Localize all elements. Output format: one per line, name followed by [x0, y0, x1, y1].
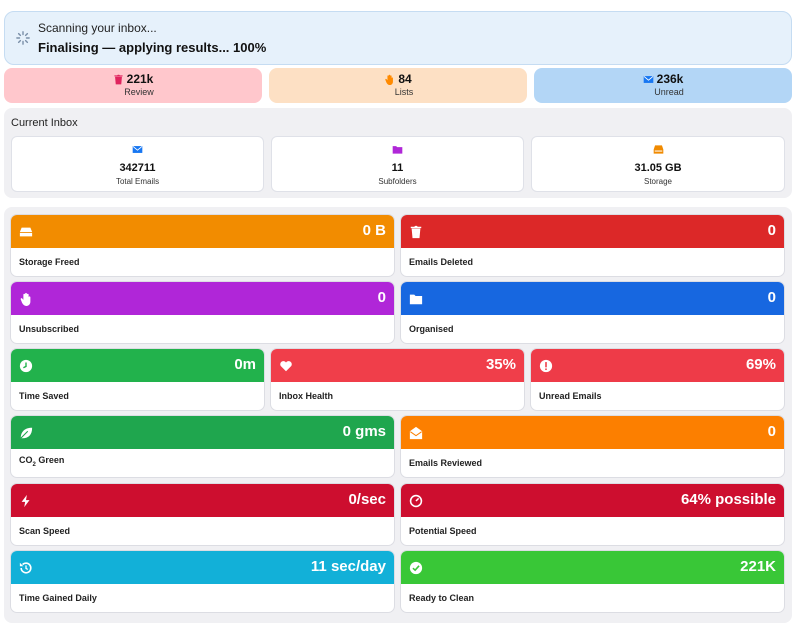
- emails-deleted-label: Emails Deleted: [409, 257, 474, 267]
- storage-freed-value: 0 B: [362, 222, 386, 239]
- tile-bar: 0: [11, 282, 394, 315]
- tile-bar: 69%: [531, 349, 784, 382]
- time-gained-daily-label: Time Gained Daily: [19, 593, 97, 603]
- inbox-health-label: Inbox Health: [279, 391, 334, 401]
- tile-bar: 0: [401, 215, 784, 248]
- unread-count: 236k: [656, 72, 684, 86]
- organised-value: 0: [767, 289, 776, 306]
- emails-reviewed-label: Emails Reviewed: [409, 458, 483, 468]
- bolt-icon: [21, 494, 30, 508]
- co2-green-label: CO2 Green: [19, 455, 65, 468]
- hand-icon: [20, 292, 31, 306]
- lists-label: Lists: [394, 87, 414, 97]
- lists-pill[interactable]: 84 Lists: [269, 68, 527, 103]
- stats-grid: 0 B Storage Freed 0 Emails Deleted 0 Uns…: [4, 207, 792, 623]
- emails-reviewed-value: 0: [767, 423, 776, 440]
- storage-card: 31.05 GB Storage: [531, 136, 785, 192]
- current-inbox-title: Current Inbox: [11, 117, 78, 129]
- ready-to-clean-label: Ready to Clean: [409, 593, 475, 603]
- total-emails-value: 342711: [119, 162, 156, 174]
- subfolders-card: 11 Subfolders: [271, 136, 524, 192]
- tile-bar: 0m: [11, 349, 264, 382]
- review-pill[interactable]: 221k Review: [4, 68, 262, 103]
- history-icon: [19, 562, 32, 574]
- tile-bar: 11 sec/day: [11, 551, 394, 584]
- tile-bar: 64% possible: [401, 484, 784, 517]
- unsubscribed-value: 0: [377, 289, 386, 306]
- total-emails-card: 342711 Total Emails: [11, 136, 264, 192]
- time-gained-daily-value: 11 sec/day: [310, 558, 386, 575]
- inbox-health-value: 35%: [485, 356, 516, 373]
- time-saved-label: Time Saved: [19, 391, 69, 401]
- review-label: Review: [124, 87, 154, 97]
- tile-bar: 0: [401, 416, 784, 449]
- total-emails-label: Total Emails: [115, 177, 160, 186]
- organised-label: Organised: [409, 324, 454, 334]
- unread-pill[interactable]: 236k Unread: [534, 68, 792, 103]
- scan-speed-tile[interactable]: 0/sec Scan Speed: [11, 484, 394, 545]
- current-inbox-section: Current Inbox 342711 Total Emails 11 Sub…: [4, 108, 792, 198]
- leaf-icon: [20, 427, 33, 439]
- tile-bar: 0 gms: [11, 416, 394, 449]
- spinner-icon: [16, 31, 30, 45]
- tile-bar: 221K: [401, 551, 784, 584]
- tile-bar: 0 B: [11, 215, 394, 248]
- time-saved-tile[interactable]: 0m Time Saved: [11, 349, 264, 410]
- clock-icon: [19, 359, 33, 373]
- scan-status-banner: Scanning your inbox... Finalising — appl…: [4, 11, 792, 65]
- review-count: 221k: [126, 72, 154, 86]
- unsubscribed-label: Unsubscribed: [19, 324, 80, 334]
- hand-icon: [385, 74, 394, 85]
- trash-icon: [410, 225, 422, 239]
- scan-speed-value: 0/sec: [348, 491, 386, 508]
- subfolders-value: 11: [391, 162, 404, 174]
- envelope-icon: [132, 146, 143, 153]
- heart-icon: [280, 361, 292, 372]
- scan-status: Finalising — applying results... 100%: [38, 40, 267, 55]
- tile-bar: 35%: [271, 349, 524, 382]
- storage-freed-tile[interactable]: 0 B Storage Freed: [11, 215, 394, 276]
- unread-emails-tile[interactable]: 69% Unread Emails: [531, 349, 784, 410]
- unsubscribed-tile[interactable]: 0 Unsubscribed: [11, 282, 394, 343]
- scan-speed-label: Scan Speed: [19, 526, 71, 536]
- potential-speed-value: 64% possible: [680, 491, 776, 508]
- potential-speed-label: Potential Speed: [409, 526, 477, 536]
- folder-icon: [409, 294, 423, 305]
- storage-label: Storage: [643, 177, 673, 186]
- unread-label: Unread: [654, 87, 684, 97]
- scan-title: Scanning your inbox...: [38, 21, 157, 35]
- tile-bar: 0: [401, 282, 784, 315]
- emails-deleted-tile[interactable]: 0 Emails Deleted: [401, 215, 784, 276]
- storage-value: 31.05 GB: [634, 162, 682, 174]
- storage-icon: [653, 145, 663, 154]
- ready-to-clean-tile[interactable]: 221K Ready to Clean: [401, 551, 784, 612]
- emails-deleted-value: 0: [767, 222, 776, 239]
- unread-emails-value: 69%: [745, 356, 776, 373]
- time-saved-value: 0m: [234, 356, 256, 373]
- tile-bar: 0/sec: [11, 484, 394, 517]
- unread-emails-label: Unread Emails: [539, 391, 602, 401]
- check-circle-icon: [409, 561, 423, 575]
- open-envelope-icon: [409, 426, 423, 440]
- folder-icon: [392, 146, 403, 154]
- lists-count: 84: [398, 72, 412, 86]
- subfolders-label: Subfolders: [378, 177, 417, 186]
- drive-icon: [19, 227, 33, 237]
- storage-freed-label: Storage Freed: [19, 257, 80, 267]
- co2-green-tile[interactable]: 0 gms CO2 Green: [11, 416, 394, 477]
- trash-icon: [114, 74, 123, 84]
- gauge-icon: [409, 494, 423, 508]
- alert-icon: [539, 359, 553, 373]
- emails-reviewed-tile[interactable]: 0 Emails Reviewed: [401, 416, 784, 477]
- co2-green-value: 0 gms: [342, 423, 386, 440]
- potential-speed-tile[interactable]: 64% possible Potential Speed: [401, 484, 784, 545]
- time-gained-daily-tile[interactable]: 11 sec/day Time Gained Daily: [11, 551, 394, 612]
- ready-to-clean-value: 221K: [740, 558, 776, 575]
- envelope-icon: [643, 75, 653, 83]
- organised-tile[interactable]: 0 Organised: [401, 282, 784, 343]
- inbox-health-tile[interactable]: 35% Inbox Health: [271, 349, 524, 410]
